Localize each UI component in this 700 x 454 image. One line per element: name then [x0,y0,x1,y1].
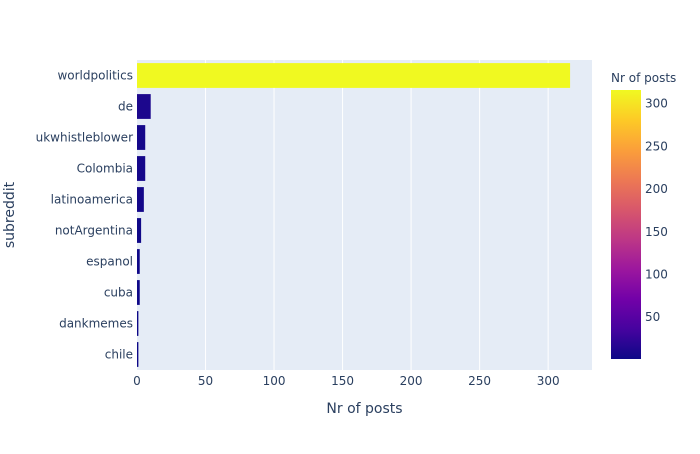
y-tick-label: de [118,100,133,114]
x-tick-label: 50 [198,374,213,388]
x-tick-label: 250 [468,374,491,388]
x-tick-label: 100 [263,374,286,388]
y-tick-label: dankmemes [59,317,133,331]
x-tick-label: 200 [400,374,423,388]
bar-cuba [137,280,140,305]
y-tick-label: latinoamerica [51,193,133,207]
x-tick-label: 300 [537,374,560,388]
bar-dankmemes [137,311,139,336]
bar-notargentina [137,218,142,243]
bar-chile [137,342,139,367]
bar-worldpolitics [137,63,571,88]
bars [137,63,571,367]
x-axis-label: Nr of posts [326,401,402,417]
colorbar-tick-label: 200 [645,182,668,196]
colorbar-tick-labels: 50 100 150 200 250 300 [645,97,668,324]
x-tick-label: 0 [133,374,141,388]
x-gridlines [205,60,549,370]
y-tick-label: worldpolitics [57,69,133,83]
colorbar-tick-label: 250 [645,139,668,153]
y-tick-label: Colombia [77,162,133,176]
y-tick-label: chile [105,348,133,362]
bar-latinoamerica [137,187,144,212]
plot-area [137,60,592,370]
y-tick-label: espanol [86,255,133,269]
colorbar-tick-label: 300 [645,97,668,111]
bar-espanol [137,249,140,274]
colorbar-title: Nr of posts [611,71,676,85]
colorbar-tick-label: 50 [645,310,660,324]
y-tick-label: cuba [104,286,133,300]
y-axis-label: subreddit [2,181,18,248]
colorbar-tick-label: 150 [645,225,668,239]
y-tick-label: ukwhistleblower [36,131,133,145]
bar-ukwhistleblower [137,125,146,150]
x-tick-label: 150 [331,374,354,388]
bar-colombia [137,156,146,181]
colorbar-gradient [611,90,641,359]
y-tick-label: notArgentina [55,224,133,238]
colorbar-tick-label: 100 [645,267,668,281]
y-tick-labels: worldpolitics de ukwhistleblower Colombia la… [36,69,133,362]
colorbar: Nr of posts 50 100 150 200 250 300 [611,71,676,359]
x-tick-labels: 0 50 100 150 200 250 300 [133,374,559,388]
bar-de [137,94,151,119]
